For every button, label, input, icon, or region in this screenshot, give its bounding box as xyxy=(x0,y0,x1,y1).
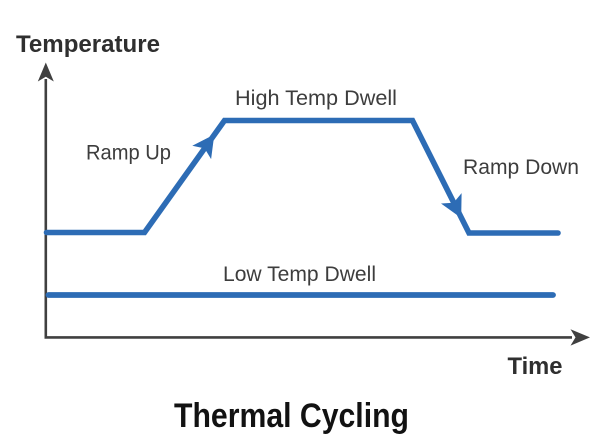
svg-text:High Temp Dwell: High Temp Dwell xyxy=(235,86,397,110)
svg-text:Time: Time xyxy=(508,353,563,380)
svg-text:Temperature: Temperature xyxy=(16,31,160,58)
svg-text:Ramp Up: Ramp Up xyxy=(86,141,171,165)
svg-text:Ramp Down: Ramp Down xyxy=(463,155,579,179)
svg-text:Low Temp Dwell: Low Temp Dwell xyxy=(223,262,376,286)
svg-text:Thermal Cycling: Thermal Cycling xyxy=(174,397,409,435)
